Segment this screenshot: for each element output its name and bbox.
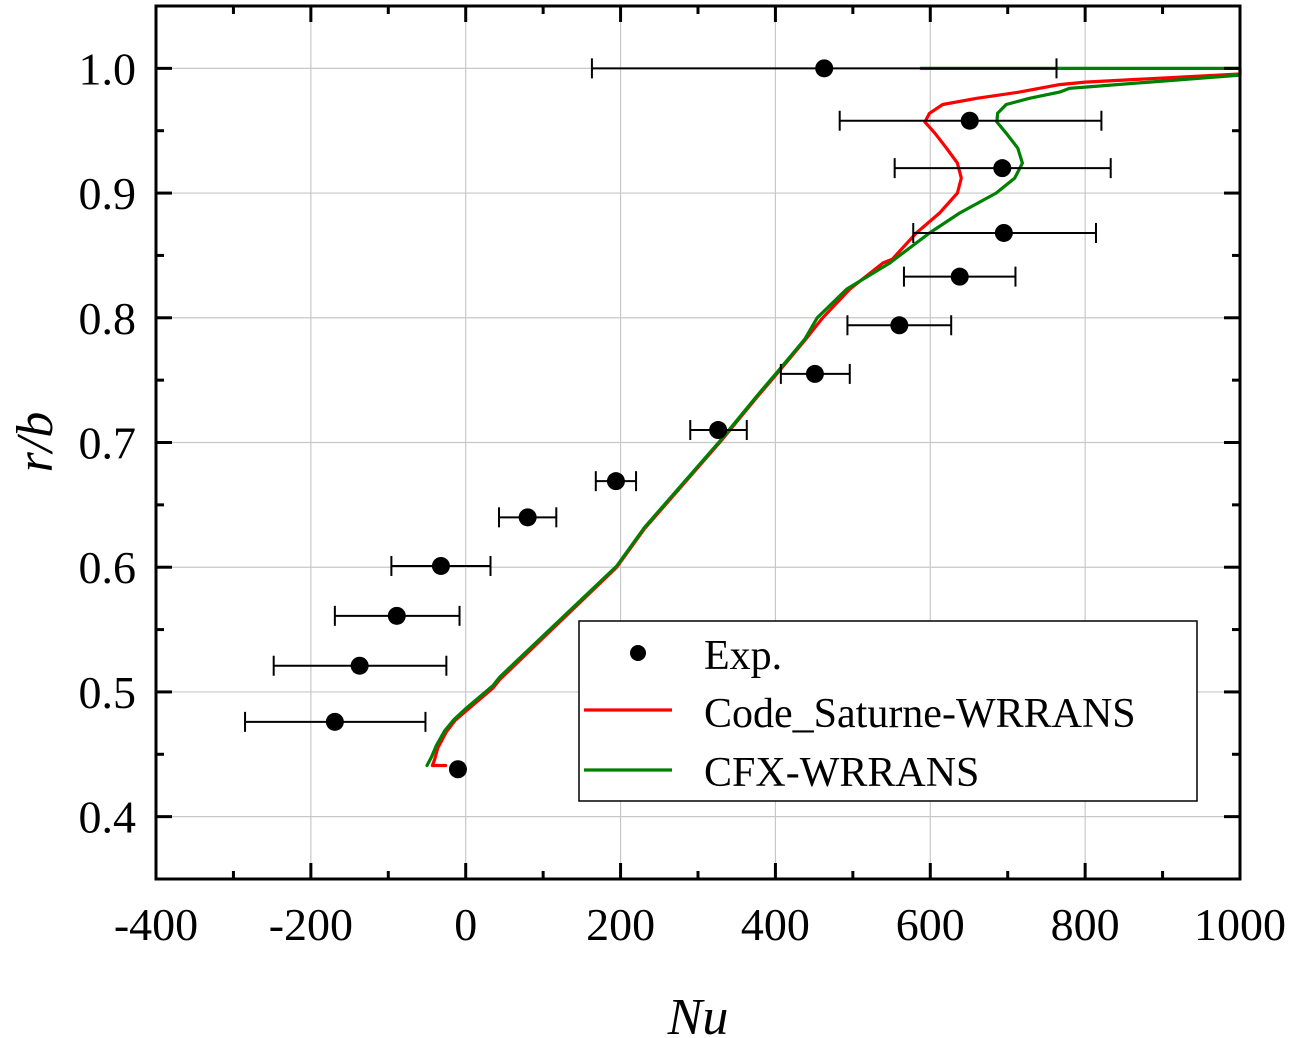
curve-cfx-wrrans xyxy=(425,66,1242,768)
y-tick-label: 0.8 xyxy=(79,293,137,344)
x-tick-label: -200 xyxy=(269,899,353,950)
exp-data-point xyxy=(606,472,625,491)
x-axis-title: Nu xyxy=(667,989,729,1038)
exp-data-point xyxy=(994,223,1013,242)
y-tick-label: 0.9 xyxy=(79,168,137,219)
exp-data-point xyxy=(387,606,406,625)
tick-labels: -400 -200 0 200 400 600 800 1000 0.4 0.5 0.6 0.7 0.8… xyxy=(79,43,1287,950)
exp-data-point xyxy=(960,111,979,130)
y-tick-label: 0.6 xyxy=(79,542,137,593)
x-tick-label: -400 xyxy=(114,899,198,950)
legend: Exp. Code_Saturne-WRRANS CFX-WRRANS xyxy=(578,620,1198,802)
exp-data-point xyxy=(709,421,728,440)
y-axis-title: r/b xyxy=(7,412,64,473)
y-tick-label: 0.4 xyxy=(79,792,137,843)
x-tick-label: 800 xyxy=(1051,899,1120,950)
exp-data-point xyxy=(350,656,369,675)
exp-data-point xyxy=(518,508,537,527)
ticks xyxy=(154,6,1242,879)
exp-data-point xyxy=(815,59,834,78)
x-tick-label: 1000 xyxy=(1194,899,1286,950)
y-tick-label: 1.0 xyxy=(79,43,137,94)
exp-data-point xyxy=(325,712,344,731)
plot-series xyxy=(244,58,1242,779)
legend-box xyxy=(578,620,1198,802)
legend-code-saturne-label: Code_Saturne-WRRANS xyxy=(704,691,1136,737)
exp-data-point xyxy=(890,316,909,335)
exp-data-point xyxy=(993,159,1012,178)
legend-cfx-label: CFX-WRRANS xyxy=(704,750,979,796)
legend-exp-label: Exp. xyxy=(704,633,782,679)
y-tick-label: 0.7 xyxy=(79,418,137,469)
exp-data-point xyxy=(448,760,467,779)
exp-data-point xyxy=(950,267,969,286)
exp-data-point xyxy=(431,556,450,575)
legend-exp-marker xyxy=(630,645,646,661)
x-tick-label: 0 xyxy=(454,899,477,950)
y-tick-label: 0.5 xyxy=(79,667,137,718)
x-tick-label: 200 xyxy=(586,899,655,950)
x-tick-label: 400 xyxy=(741,899,810,950)
x-tick-label: 600 xyxy=(896,899,965,950)
exp-data-point xyxy=(805,364,824,383)
